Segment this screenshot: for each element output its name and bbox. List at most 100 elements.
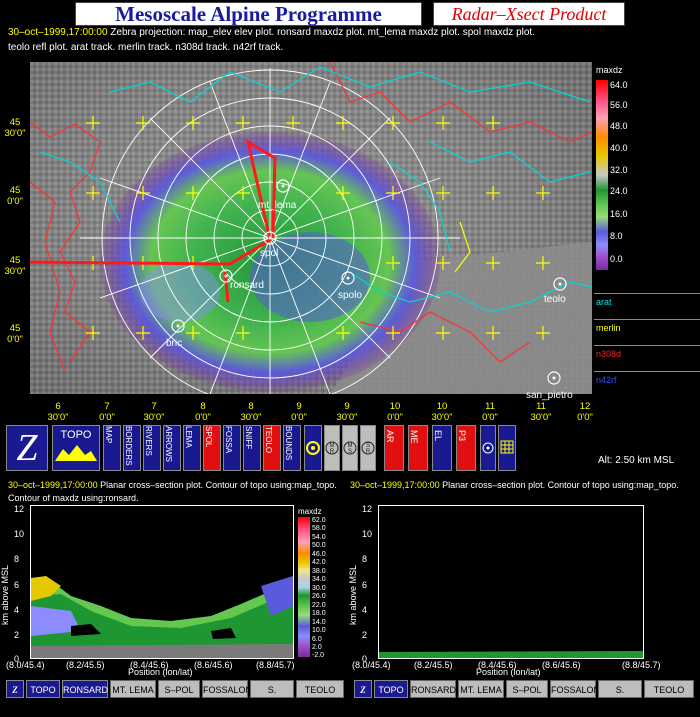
left-xtick: (8.8/45.7): [256, 660, 295, 670]
target-button[interactable]: [480, 425, 496, 471]
left-caption-1: 30–oct–1999,17:00:00 Planar cross–sectio…: [8, 480, 337, 490]
left-btn-spol[interactable]: S–POL: [158, 680, 200, 698]
right-xtick: (8.6/45.6): [542, 660, 581, 670]
toggle-me[interactable]: ME: [408, 425, 428, 471]
topo-button[interactable]: TOPO: [52, 425, 100, 471]
right-btn-topo[interactable]: TOPO: [374, 680, 408, 698]
left-z-button[interactable]: Z: [6, 680, 24, 698]
right-btn-s-pietro[interactable]: S. PIETRO: [598, 680, 642, 713]
mr-circle-icon: MR: [325, 441, 339, 455]
app-title: Mesoscale Alpine Programme: [75, 2, 422, 26]
lon-label: 9 30'0": [336, 401, 358, 423]
colorbar-label: 16.0: [610, 209, 628, 219]
left-btn-ronsard[interactable]: RONSARD: [62, 680, 108, 698]
svg-text:R: R: [366, 449, 371, 455]
colorbar-label: 56.0: [610, 100, 628, 110]
svg-text:S: S: [366, 443, 370, 449]
toggle-ar[interactable]: AR: [384, 425, 404, 471]
left-ylabel: km above MSL: [0, 564, 10, 625]
toggle-sniff[interactable]: SNIFF: [243, 425, 261, 471]
lon-label: 9 0'0": [291, 401, 307, 423]
left-btn-topo[interactable]: TOPO: [26, 680, 60, 698]
left-colorbar-title: maxdz: [298, 507, 322, 516]
sr-circle-icon: SR: [361, 441, 375, 455]
settings-button[interactable]: [304, 425, 322, 471]
lon-label: 10 0'0": [387, 401, 403, 423]
colorbar-label: 48.0: [610, 121, 628, 131]
toggle-rivers[interactable]: RIVERS: [143, 425, 161, 471]
svg-text:M: M: [330, 443, 335, 449]
right-btn-fossalon[interactable]: FOSSALON: [550, 680, 600, 698]
toggle-arrows[interactable]: ARROWS: [163, 425, 181, 471]
colorbar-label: 0.0: [610, 254, 623, 264]
svg-text:S: S: [348, 449, 352, 455]
lat-label-4: 45 0'0": [7, 323, 23, 345]
header-line-2: teolo refl plot. arat track. merlin trac…: [8, 42, 283, 53]
lat-label-2: 45 0'0": [7, 185, 23, 207]
radar-map[interactable]: mt_lema spol ronsard spolo bric teolo sa…: [29, 61, 593, 407]
left-yticks: 12 10 8 6 4 2 0: [14, 504, 25, 664]
right-caption-1: 30–oct–1999,17:00:00 Planar cross–sectio…: [350, 480, 679, 490]
station-san-pietro: san_pietro: [526, 390, 573, 401]
colorbar-title: maxdz: [596, 65, 623, 75]
right-xsect-plot[interactable]: [378, 505, 644, 659]
right-btn-ronsard[interactable]: RONSARD: [410, 680, 456, 698]
toggle-p3[interactable]: P3: [456, 425, 476, 471]
lat-label-3: 45 30'0": [4, 255, 26, 277]
colorbar-label: 8.0: [610, 231, 623, 241]
lat-label-1: 45 30'0": [4, 117, 26, 139]
lon-label: 8 30'0": [240, 401, 262, 423]
colorbar-label: 40.0: [610, 143, 628, 153]
left-xtick: (8.6/45.6): [194, 660, 233, 670]
right-z-button[interactable]: Z: [354, 680, 372, 698]
lon-label: 11 30'0": [530, 401, 552, 423]
left-xsect-plot[interactable]: [30, 505, 294, 659]
left-caption-2: Contour of maxdz using:ronsard.: [8, 493, 139, 503]
toggle-map[interactable]: MAP: [103, 425, 121, 471]
lon-label: 8 0'0": [195, 401, 211, 423]
svg-text:M: M: [348, 443, 353, 449]
lon-label: 7 0'0": [99, 401, 115, 423]
left-colorbar-labels: 62.0 58.0 54.0 50.0 46.0 42.0 38.0 34.0 …: [312, 517, 326, 659]
grid-button[interactable]: [498, 425, 516, 471]
toggle-lema[interactable]: LEMA: [183, 425, 201, 471]
lon-labels: 6 30'0" 7 0'0" 7 30'0" 8 0'0" 8 30'0" 9 0'0" 9…: [30, 401, 600, 425]
toggle-teolo[interactable]: TEOLO: [263, 425, 281, 471]
right-yticks: 12 10 8 6 4 2 0: [362, 504, 373, 664]
colorbar-label: 24.0: [610, 186, 628, 196]
z-logo-icon: Z: [16, 427, 38, 469]
left-xtick: (8.2/45.5): [66, 660, 105, 670]
product-title: Radar–Xsect Product: [433, 2, 625, 26]
station-spolo: spolo: [338, 290, 362, 301]
right-ylabel: km above MSL: [348, 564, 358, 625]
station-spol: spol: [260, 248, 279, 259]
right-btn-spol[interactable]: S–POL: [506, 680, 548, 698]
left-xtick: (8.4/45.6): [130, 660, 169, 670]
track-n308d: n308d: [596, 349, 622, 359]
target-icon: [482, 442, 494, 454]
lon-label: 11 0'0": [482, 401, 498, 423]
left-xlabel: Position (lon/lat): [128, 667, 193, 677]
toggle-el[interactable]: EL: [432, 425, 452, 471]
left-btn-mt-lema[interactable]: MT. LEMA: [110, 680, 156, 698]
toggle-borders[interactable]: BORDERS: [123, 425, 141, 471]
right-btn-teolo[interactable]: TEOLO: [644, 680, 694, 698]
toggle-bounds[interactable]: BOUNDS: [283, 425, 301, 471]
left-btn-s-pietro[interactable]: S. PIETRO: [250, 680, 294, 713]
header-desc-1: Zebra projection: map_elev elev plot. ro…: [110, 27, 535, 38]
topo-icon: [55, 445, 97, 461]
station-teolo: teolo: [544, 294, 566, 305]
lon-label: 6 30'0": [47, 401, 69, 423]
toggle-spol[interactable]: SPOL: [203, 425, 221, 471]
svg-text:R: R: [330, 449, 335, 455]
left-btn-fossalon[interactable]: FOSSALON: [202, 680, 252, 698]
left-btn-teolo[interactable]: TEOLO: [296, 680, 344, 698]
track-arat: arat: [596, 297, 612, 307]
right-btn-mt-lema[interactable]: MT. LEMA: [458, 680, 504, 698]
z-button[interactable]: Z: [6, 425, 48, 471]
track-legend: arat merlin n308d n42rf: [594, 293, 700, 398]
toggle-fossa[interactable]: FOSSA: [223, 425, 241, 471]
